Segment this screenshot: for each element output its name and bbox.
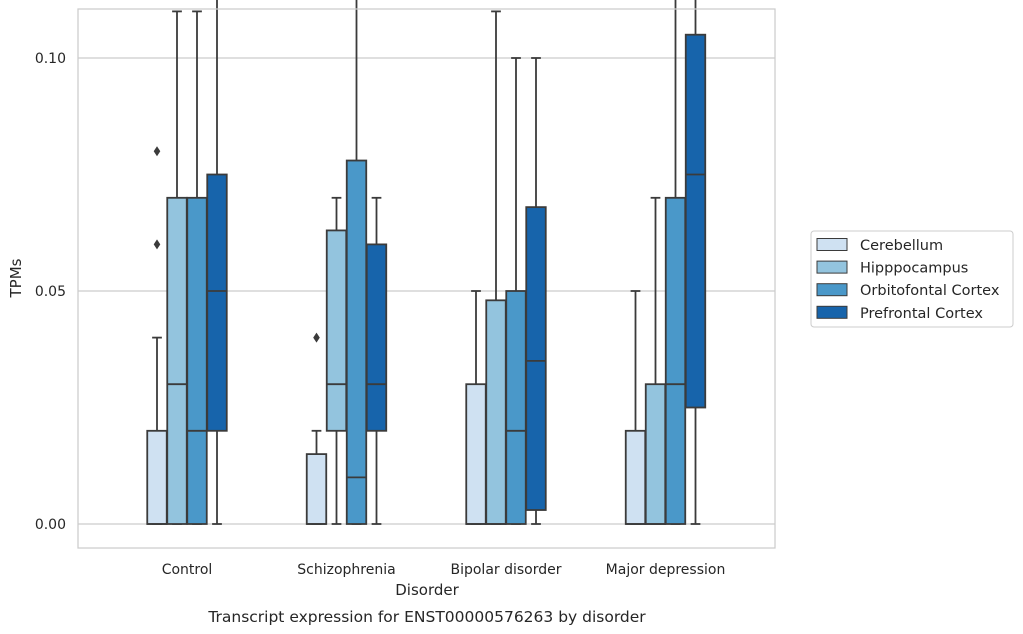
x-tick-label: Control — [162, 562, 213, 578]
x-tick-label: Bipolar disorder — [450, 562, 561, 578]
box-iqr — [325, 229, 348, 432]
box — [365, 196, 388, 525]
box — [684, 0, 707, 525]
legend-swatch — [816, 260, 848, 274]
box — [305, 332, 328, 525]
legend-label: Prefrontal Cortex — [860, 306, 983, 322]
y-tick-labels: 0.000.050.100.150.20 — [35, 51, 66, 533]
legend-swatch — [816, 305, 848, 319]
legend: Cerebellum Hipppocampus Orbitofontal Corte… — [810, 230, 1014, 328]
x-tick-labels: Control Schizophrenia Bipolar disorder Majo… — [162, 562, 726, 578]
box-iqr — [644, 383, 667, 525]
box-iqr — [206, 173, 228, 432]
legend-label: Orbitofontal Cortex — [860, 283, 1000, 299]
x-tick-label: Major depression — [606, 562, 726, 578]
box-iqr — [146, 429, 168, 525]
plot-frame — [77, 8, 776, 549]
legend-label: Hipppocampus — [860, 261, 968, 277]
box-iqr — [684, 33, 707, 409]
legend-items: Cerebellum Hipppocampus Orbitofontal Corte… — [816, 238, 1000, 322]
box-iqr — [305, 453, 328, 525]
box — [206, 0, 228, 525]
y-tick-label: 0.00 — [35, 517, 66, 533]
box — [485, 10, 507, 525]
outlier-point — [153, 146, 161, 157]
outlier-point — [313, 332, 320, 343]
legend-swatch — [816, 283, 848, 297]
box — [624, 290, 647, 525]
box-iqr — [465, 383, 487, 525]
box-iqr — [525, 206, 547, 511]
box-iqr — [485, 299, 507, 525]
legend-label: Cerebellum — [860, 238, 943, 254]
y-tick-label: 0.10 — [35, 51, 66, 67]
box — [166, 10, 188, 525]
box — [505, 57, 527, 525]
box-series-group — [146, 0, 707, 525]
x-tick-label: Schizophrenia — [297, 562, 395, 578]
legend-frame — [810, 230, 1014, 328]
box-iqr — [664, 196, 687, 525]
box-iqr — [166, 196, 188, 525]
x-axis-label: Disorder — [395, 581, 459, 599]
y-tick-label: 0.05 — [35, 284, 66, 300]
chart-caption: Transcript expression for ENST0000057626… — [207, 608, 646, 626]
y-axis-label: TPMs — [7, 258, 25, 298]
legend-swatch — [816, 238, 848, 251]
box-iqr — [345, 159, 368, 525]
box — [525, 57, 547, 525]
outlier-point — [153, 239, 161, 250]
box-iqr — [624, 429, 647, 525]
box-iqr — [186, 196, 208, 525]
box-iqr — [505, 290, 527, 525]
box-iqr — [365, 243, 388, 432]
